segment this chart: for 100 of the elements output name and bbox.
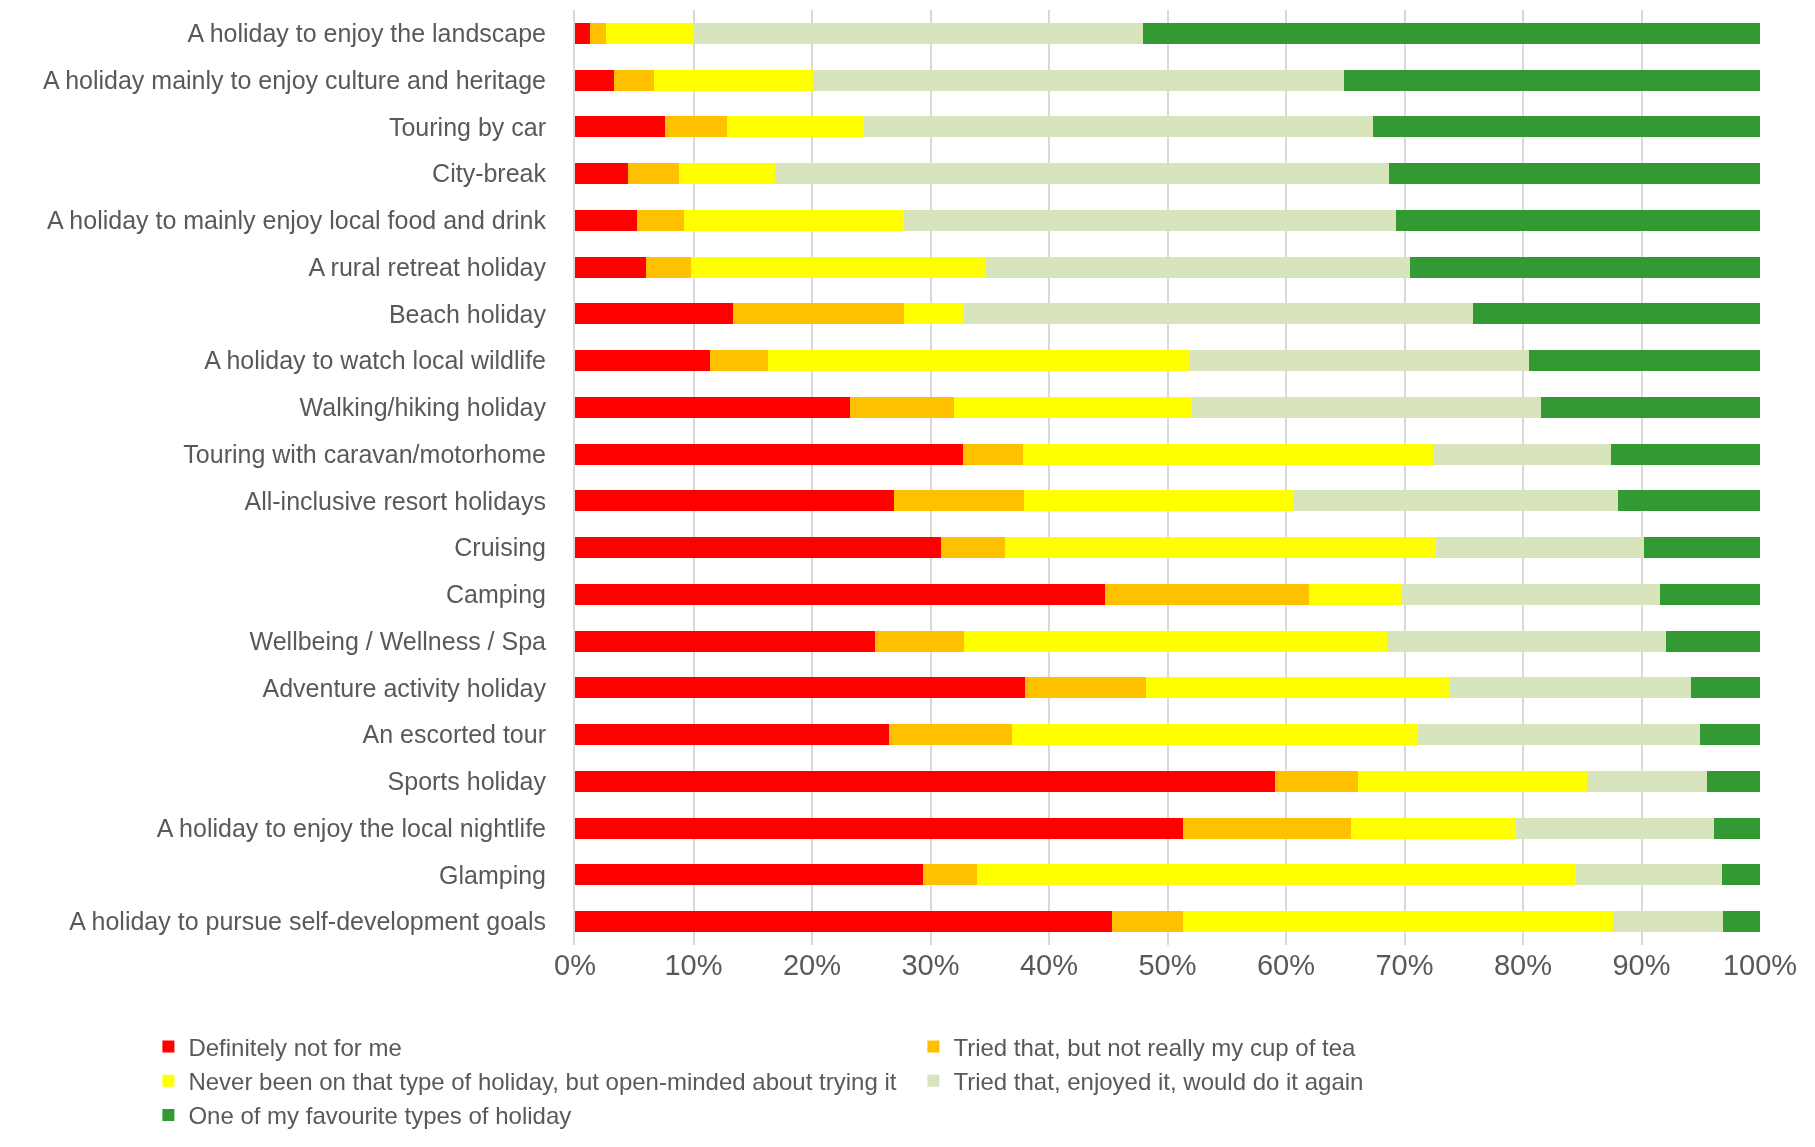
bar: [1449, 677, 1692, 699]
x-tick-label: 50%: [1138, 949, 1197, 981]
x-tick-label: 40%: [1019, 949, 1079, 981]
bar: [1025, 677, 1147, 699]
bar: [962, 443, 1023, 465]
bar: [1610, 443, 1760, 465]
bar: [575, 256, 647, 278]
bar: [590, 22, 606, 44]
bar: [575, 303, 733, 325]
bar: [1586, 770, 1707, 792]
x-tick-label: 100%: [1722, 949, 1798, 981]
bar: [1386, 630, 1667, 652]
x-tick-label: 70%: [1375, 949, 1434, 981]
bar: [1528, 350, 1760, 372]
y-tick-label: A holiday mainly to enjoy culture and heritage: [42, 65, 546, 94]
bar: [575, 677, 1026, 699]
bar: [963, 630, 1387, 652]
bar: [654, 69, 814, 91]
bar: [1436, 537, 1644, 559]
bar: [813, 69, 1345, 91]
bar: [1473, 303, 1760, 325]
legend-label: Tried that, but not really my cup of tea: [953, 1033, 1357, 1061]
bar: [665, 116, 727, 138]
y-tick-label: All-inclusive resort holidays: [244, 486, 546, 515]
bar: [1400, 583, 1661, 605]
x-tick-label: 20%: [782, 949, 842, 981]
bar: [710, 350, 769, 372]
bar: [1722, 864, 1760, 886]
y-tick-label: Walking/hiking holiday: [299, 393, 547, 422]
bar: [768, 350, 1191, 372]
bar: [1576, 864, 1723, 886]
bar: [954, 396, 1193, 418]
bar: [575, 724, 890, 746]
bar: [732, 303, 905, 325]
bar: [1024, 490, 1294, 512]
y-tick-label: Touring by car: [388, 112, 546, 141]
bar: [1275, 770, 1359, 792]
bar: [575, 630, 875, 652]
bar: [614, 69, 655, 91]
bar: [1713, 817, 1760, 839]
bar: [726, 116, 865, 138]
bar: [679, 163, 776, 185]
y-tick-label: City-break: [432, 159, 547, 188]
bar: [575, 209, 637, 231]
bar: [1192, 396, 1541, 418]
y-tick-label: A holiday to mainly enjoy local food and drink: [47, 206, 547, 235]
y-tick-label: Beach holiday: [388, 299, 547, 328]
bar: [605, 22, 694, 44]
bar: [976, 864, 1577, 886]
bar: [575, 490, 894, 512]
bar: [646, 256, 692, 278]
bar: [923, 864, 977, 886]
bar: [1540, 396, 1760, 418]
bar: [1515, 817, 1714, 839]
y-tick-label: A holiday to enjoy the landscape: [187, 19, 546, 48]
legend-label: Tried that, enjoyed it, would do it again: [953, 1068, 1364, 1096]
bar: [1389, 163, 1760, 185]
x-tick-label: 30%: [901, 949, 960, 981]
y-tick-label: Touring with caravan/motorhome: [183, 439, 546, 468]
bar: [575, 443, 963, 465]
y-tick-label: A holiday to pursue self-development goals: [69, 907, 546, 936]
bar: [1432, 443, 1611, 465]
x-tick-label: 90%: [1612, 949, 1671, 981]
bar: [1358, 770, 1587, 792]
bar: [1111, 911, 1183, 933]
y-tick-label: A rural retreat holiday: [308, 252, 547, 281]
bar: [874, 630, 964, 652]
bar: [575, 22, 591, 44]
bar: [963, 303, 1474, 325]
bar: [1617, 490, 1760, 512]
y-tick-label: Wellbeing / Wellness / Spa: [249, 626, 547, 655]
legend-label: One of my favourite types of holiday: [188, 1102, 572, 1130]
bar: [1410, 256, 1760, 278]
bar: [893, 490, 1025, 512]
bar: [1142, 22, 1760, 44]
legend-label: Definitely not for me: [188, 1033, 402, 1061]
bar: [1706, 770, 1760, 792]
bar: [575, 537, 942, 559]
bar: [1417, 724, 1700, 746]
y-tick-label: A holiday to watch local wildlife: [204, 346, 546, 375]
bar: [889, 724, 1013, 746]
bar: [1699, 724, 1760, 746]
bar: [575, 583, 1105, 605]
bar: [1104, 583, 1309, 605]
bar: [1643, 537, 1760, 559]
bar: [1308, 583, 1401, 605]
x-tick-label: 10%: [664, 949, 723, 981]
bar: [1022, 443, 1433, 465]
bar: [1396, 209, 1760, 231]
bar: [1691, 677, 1760, 699]
bar: [684, 209, 905, 231]
bar: [1351, 817, 1516, 839]
bar: [1666, 630, 1760, 652]
y-tick-label: Camping: [445, 580, 546, 609]
y-tick-label: An escorted tour: [362, 720, 546, 749]
bar: [1190, 350, 1529, 372]
y-tick-label: Cruising: [454, 533, 546, 562]
bar: [575, 864, 924, 886]
bar: [904, 303, 964, 325]
legend-label: Never been on that type of holiday, but open-minded about trying it: [188, 1068, 897, 1096]
